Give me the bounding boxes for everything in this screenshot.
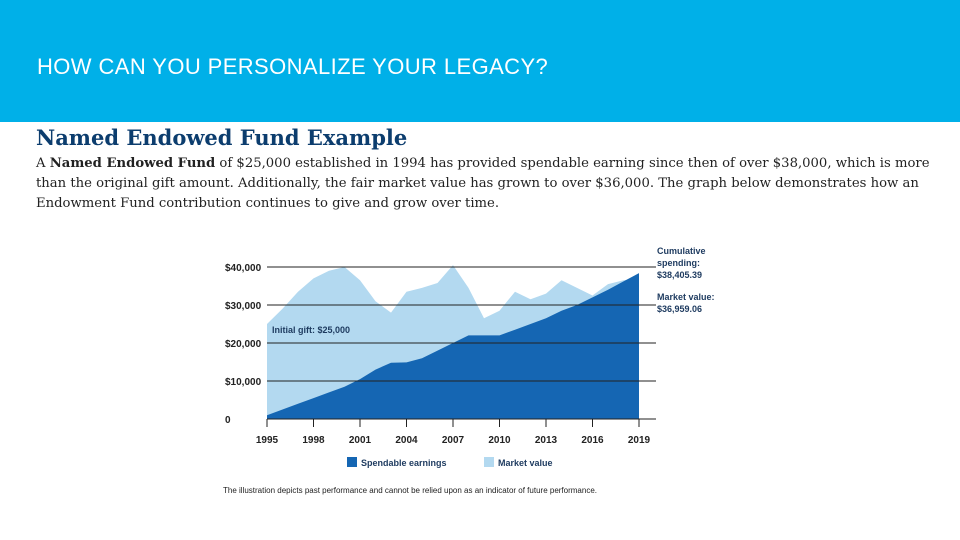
slide-title: HOW CAN YOU PERSONALIZE YOUR LEGACY?: [37, 54, 549, 79]
x-tick-label: 1995: [256, 435, 279, 446]
initial-gift-annotation: Initial gift: $25,000: [272, 325, 350, 335]
cumulative-spending-label: $38,405.39: [657, 270, 702, 280]
market-value-label: $36,959.06: [657, 304, 702, 314]
market-value-label: Market value:: [657, 292, 715, 302]
description-lead: A: [36, 156, 50, 171]
legend-label-spendable: Spendable earnings: [361, 458, 447, 468]
section-subtitle: Named Endowed Fund Example: [36, 125, 408, 150]
title-banner: [0, 0, 960, 122]
y-tick-label: $10,000: [225, 377, 262, 388]
x-tick-label: 1998: [302, 435, 325, 446]
x-tick-label: 2001: [349, 435, 372, 446]
description-rest: of $25,000 established in 1994 has provi…: [36, 156, 930, 211]
y-tick-label: $40,000: [225, 263, 262, 274]
description-paragraph: A Named Endowed Fund of $25,000 establis…: [36, 154, 946, 214]
spendable-earnings-area: [267, 273, 639, 419]
disclaimer-text: The illustration depicts past performanc…: [223, 486, 597, 495]
legend-swatch-market: [484, 457, 494, 467]
x-tick-label: 2010: [488, 435, 511, 446]
legend-label-market: Market value: [498, 458, 553, 468]
y-tick-label: $20,000: [225, 339, 262, 350]
legend-swatch-spendable: [347, 457, 357, 467]
x-tick-label: 2013: [535, 435, 558, 446]
cumulative-spending-label: Cumulative: [657, 246, 706, 256]
x-tick-label: 2007: [442, 435, 465, 446]
y-tick-label: $30,000: [225, 301, 262, 312]
x-tick-label: 2019: [628, 435, 651, 446]
cumulative-spending-label: spending:: [657, 258, 700, 268]
y-tick-label: 0: [225, 415, 231, 426]
x-tick-label: 2016: [581, 435, 604, 446]
description-bold: Named Endowed Fund: [49, 156, 216, 171]
x-tick-label: 2004: [395, 435, 418, 446]
